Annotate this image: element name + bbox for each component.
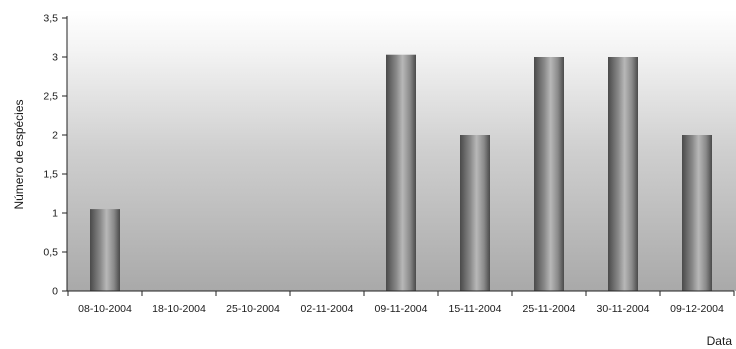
x-tick-label: 02-11-2004 bbox=[301, 303, 354, 315]
bars bbox=[90, 54, 712, 292]
bar-25-11-2004 bbox=[534, 57, 564, 291]
x-axis-ticks: 08-10-2004 18-10-2004 25-10-2004 02-11-2004… bbox=[67, 291, 735, 315]
y-tick-label: 3,5 bbox=[43, 13, 58, 25]
y-tick-label: 2,5 bbox=[43, 91, 58, 103]
y-axis-title: Número de espécies bbox=[12, 99, 26, 209]
bar-09-11-2004 bbox=[386, 54, 416, 292]
x-tick-label: 09-12-2004 bbox=[670, 303, 724, 315]
bar-30-11-2004 bbox=[608, 57, 638, 291]
bar-08-10-2004 bbox=[90, 209, 120, 291]
y-tick-label: 0 bbox=[52, 286, 58, 298]
y-axis-ticks: 0 0,5 1 1,5 2 2,5 3 3,5 bbox=[43, 13, 67, 298]
y-tick-label: 0,5 bbox=[43, 247, 58, 259]
y-tick-label: 2 bbox=[52, 130, 58, 142]
x-tick-label: 15-11-2004 bbox=[449, 303, 502, 315]
axes bbox=[66, 16, 734, 292]
y-tick-label: 1 bbox=[52, 208, 58, 220]
y-tick-label: 1,5 bbox=[43, 169, 58, 181]
bar-09-12-2004 bbox=[682, 135, 712, 291]
x-tick-label: 08-10-2004 bbox=[78, 303, 132, 315]
x-tick-label: 18-10-2004 bbox=[152, 303, 206, 315]
x-tick-label: 30-11-2004 bbox=[597, 303, 650, 315]
y-tick-label: 3 bbox=[52, 52, 58, 64]
x-tick-label: 09-11-2004 bbox=[375, 303, 428, 315]
x-tick-label: 25-10-2004 bbox=[226, 303, 280, 315]
x-tick-label: 25-11-2004 bbox=[523, 303, 576, 315]
x-axis-title: Data bbox=[707, 334, 733, 348]
bar-15-11-2004 bbox=[460, 135, 490, 291]
